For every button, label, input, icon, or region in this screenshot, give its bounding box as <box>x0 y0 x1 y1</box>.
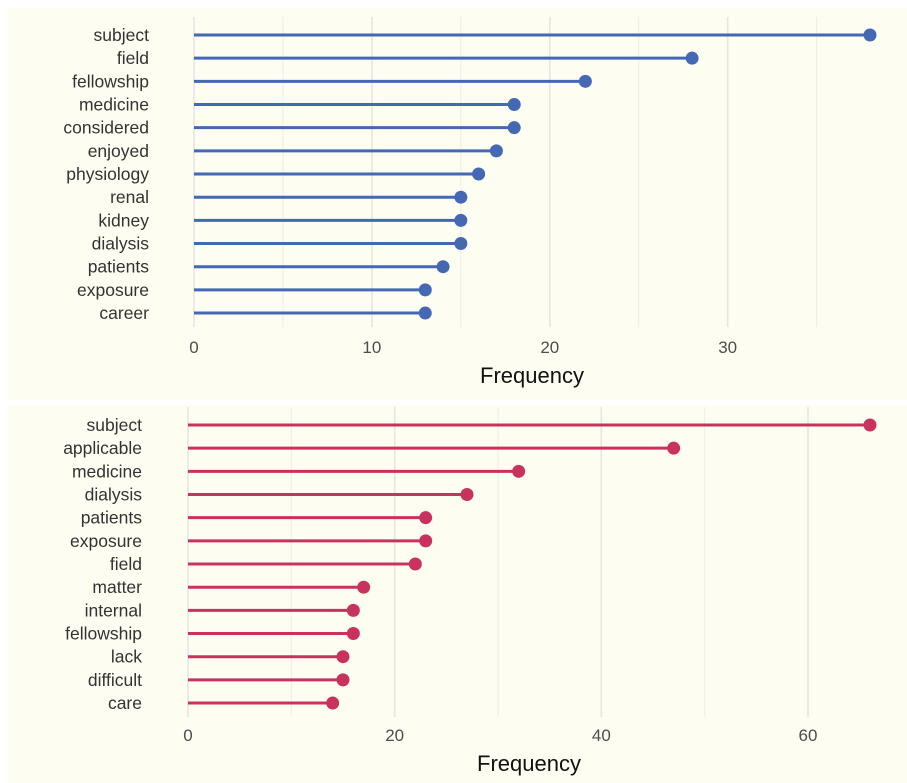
category-label: dialysis <box>92 234 150 254</box>
lollipop-point <box>346 627 360 641</box>
category-label: considered <box>63 118 149 138</box>
category-label: exposure <box>70 531 142 551</box>
category-label: career <box>99 303 149 323</box>
x-tick-label: 60 <box>799 726 818 745</box>
panel-background <box>8 405 907 783</box>
category-label: lack <box>111 647 142 667</box>
lollipop-point <box>454 190 468 204</box>
lollipop-point <box>507 121 521 135</box>
category-label: exposure <box>77 280 149 300</box>
x-axis-title: Frequency <box>480 363 584 388</box>
lollipop-point <box>454 237 468 251</box>
category-label: medicine <box>79 95 149 115</box>
lollipop-chart-2: 0 20 40 60 subject applicable medicine dialysis… <box>8 405 907 783</box>
category-label: medicine <box>72 461 142 481</box>
category-label: subject <box>94 25 150 45</box>
lollipop-point <box>408 557 422 571</box>
lollipop-point <box>418 283 432 297</box>
lollipop-point <box>863 418 877 432</box>
category-label: patients <box>81 508 143 528</box>
category-label: fellowship <box>65 624 142 644</box>
lollipop-point <box>419 511 433 525</box>
lollipop-point <box>419 534 433 548</box>
category-label: difficult <box>88 670 142 690</box>
lollipop-point <box>472 167 486 181</box>
lollipop-point <box>507 98 521 112</box>
x-tick-label: 30 <box>718 338 737 357</box>
x-axis-title: Frequency <box>477 751 581 776</box>
lollipop-point <box>489 144 503 158</box>
lollipop-point <box>863 28 877 42</box>
lollipop-point <box>512 464 526 478</box>
lollipop-point <box>667 441 681 455</box>
x-tick-label: 0 <box>189 338 198 357</box>
x-tick-label: 0 <box>183 726 192 745</box>
lollipop-point <box>336 650 350 664</box>
category-label: applicable <box>63 438 142 458</box>
lollipop-point <box>357 580 371 594</box>
lollipop-point <box>346 603 360 617</box>
x-tick-label: 40 <box>592 726 611 745</box>
category-label: enjoyed <box>88 141 149 161</box>
category-label: patients <box>88 257 150 277</box>
lollipop-point <box>578 74 592 88</box>
category-label: renal <box>110 187 149 207</box>
lollipop-chart-1: 0 10 20 30 subject field fellowship medicine con… <box>8 8 907 400</box>
lollipop-point <box>460 488 474 502</box>
lollipop-point <box>336 673 350 687</box>
lollipop-point <box>436 260 450 274</box>
category-label: field <box>117 48 149 68</box>
x-tick-label: 20 <box>540 338 559 357</box>
category-label: field <box>110 554 142 574</box>
category-label: subject <box>87 415 143 435</box>
panel-background <box>8 8 907 400</box>
x-tick-label: 10 <box>362 338 381 357</box>
category-label: kidney <box>98 210 149 230</box>
category-label: care <box>108 693 142 713</box>
lollipop-point <box>454 213 468 227</box>
category-label: physiology <box>66 164 149 184</box>
category-label: fellowship <box>72 71 149 91</box>
category-label: matter <box>92 577 142 597</box>
category-label: internal <box>85 600 142 620</box>
x-tick-label: 20 <box>385 726 404 745</box>
lollipop-point <box>685 51 699 65</box>
lollipop-point <box>326 696 340 710</box>
category-label: dialysis <box>85 485 143 505</box>
lollipop-point <box>418 306 432 320</box>
